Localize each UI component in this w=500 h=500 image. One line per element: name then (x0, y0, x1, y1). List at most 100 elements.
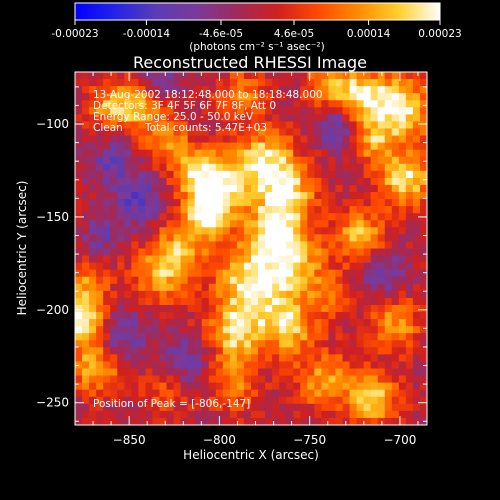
heatmap-cell (124, 276, 132, 285)
heatmap-cell (321, 262, 330, 271)
heatmap-cell (279, 206, 287, 214)
x-axis-label: Heliocentric X (arcsec) (183, 448, 319, 462)
heatmap-cell (419, 269, 427, 278)
heatmap-cell (89, 100, 97, 108)
heatmap-cell (75, 128, 83, 137)
heatmap-cell (265, 396, 273, 405)
heatmap-cell (370, 163, 379, 172)
heatmap-cell (103, 368, 111, 377)
heatmap-cell (293, 170, 301, 179)
heatmap-cell (314, 347, 322, 355)
heatmap-cell (384, 107, 393, 115)
heatmap-cell (222, 192, 231, 200)
heatmap-cell (215, 192, 224, 200)
heatmap-cell (208, 93, 217, 101)
heatmap-cell (236, 304, 245, 313)
heatmap-cell (152, 184, 161, 193)
heatmap-cell (286, 142, 294, 151)
heatmap-cell (117, 135, 125, 144)
heatmap-cell (293, 354, 301, 363)
heatmap-cell (89, 121, 97, 130)
heatmap-cell (307, 213, 315, 221)
heatmap-cell (419, 142, 427, 151)
heatmap-cell (215, 255, 224, 264)
heatmap-cell (321, 326, 330, 334)
heatmap-cell (391, 79, 400, 87)
heatmap-cell (370, 375, 379, 384)
heatmap-cell (138, 276, 146, 285)
heatmap-cell (187, 319, 196, 327)
heatmap-cell (89, 170, 97, 179)
heatmap-cell (229, 220, 238, 228)
heatmap-cell (124, 93, 132, 101)
heatmap-cell (363, 269, 372, 278)
heatmap-cell (307, 199, 315, 207)
heatmap-cell (110, 340, 118, 348)
heatmap-cell (222, 382, 231, 391)
heatmap-cell (131, 248, 139, 257)
heatmap-cell (384, 192, 393, 200)
heatmap-cell (258, 312, 266, 320)
heatmap-cell (89, 333, 97, 341)
heatmap-cell (208, 333, 217, 341)
heatmap-cell (222, 135, 231, 144)
heatmap-cell (328, 283, 337, 292)
heatmap-cell (96, 326, 104, 334)
heatmap-cell (159, 234, 168, 243)
heatmap-cell (117, 354, 125, 363)
heatmap-cell (208, 269, 217, 278)
heatmap-cell (166, 312, 175, 320)
heatmap-cell (89, 234, 97, 243)
heatmap-cell (405, 340, 414, 348)
heatmap-cell (314, 156, 322, 165)
heatmap-cell (328, 255, 337, 264)
heatmap-cell (103, 361, 111, 370)
heatmap-cell (342, 283, 351, 292)
heatmap-cell (391, 340, 400, 348)
heatmap-cell (419, 149, 427, 158)
heatmap-cell (173, 170, 182, 179)
heatmap-cell (166, 213, 175, 221)
heatmap-cell (349, 283, 358, 292)
heatmap-cell (117, 163, 125, 172)
heatmap-cell (349, 382, 358, 391)
heatmap-cell (187, 276, 196, 285)
heatmap-cell (377, 375, 386, 384)
heatmap-cell (131, 234, 139, 243)
heatmap-cell (159, 312, 168, 320)
heatmap-cell (342, 199, 351, 207)
heatmap-cell (356, 241, 365, 250)
heatmap-cell (110, 290, 118, 299)
heatmap-cell (363, 86, 372, 94)
heatmap-cell (222, 297, 231, 306)
heatmap-cell (180, 297, 189, 306)
heatmap-cell (89, 382, 97, 391)
heatmap-cell (258, 142, 266, 151)
heatmap-cell (96, 304, 104, 313)
heatmap-cell (152, 156, 161, 165)
heatmap-cell (180, 312, 189, 320)
heatmap-cell (180, 142, 189, 151)
heatmap-cell (272, 269, 280, 278)
heatmap-cell (377, 156, 386, 165)
heatmap-cell (272, 220, 280, 228)
heatmap-cell (384, 382, 393, 391)
heatmap-cell (370, 276, 379, 285)
heatmap-cell (279, 177, 287, 186)
heatmap-cell (124, 304, 132, 313)
heatmap-cell (180, 220, 189, 228)
heatmap-cell (335, 255, 344, 264)
heatmap-cell (293, 319, 301, 327)
heatmap-cell (194, 220, 203, 228)
heatmap-cell (370, 192, 379, 200)
heatmap-cell (103, 304, 111, 313)
heatmap-cell (356, 192, 365, 200)
heatmap-cell (286, 340, 294, 348)
heatmap-cell (159, 403, 168, 412)
heatmap-cell (384, 135, 393, 144)
heatmap-cell (384, 255, 393, 264)
heatmap-cell (236, 297, 245, 306)
heatmap-cell (307, 86, 315, 94)
heatmap-cell (152, 234, 161, 243)
heatmap-cell (82, 184, 90, 193)
